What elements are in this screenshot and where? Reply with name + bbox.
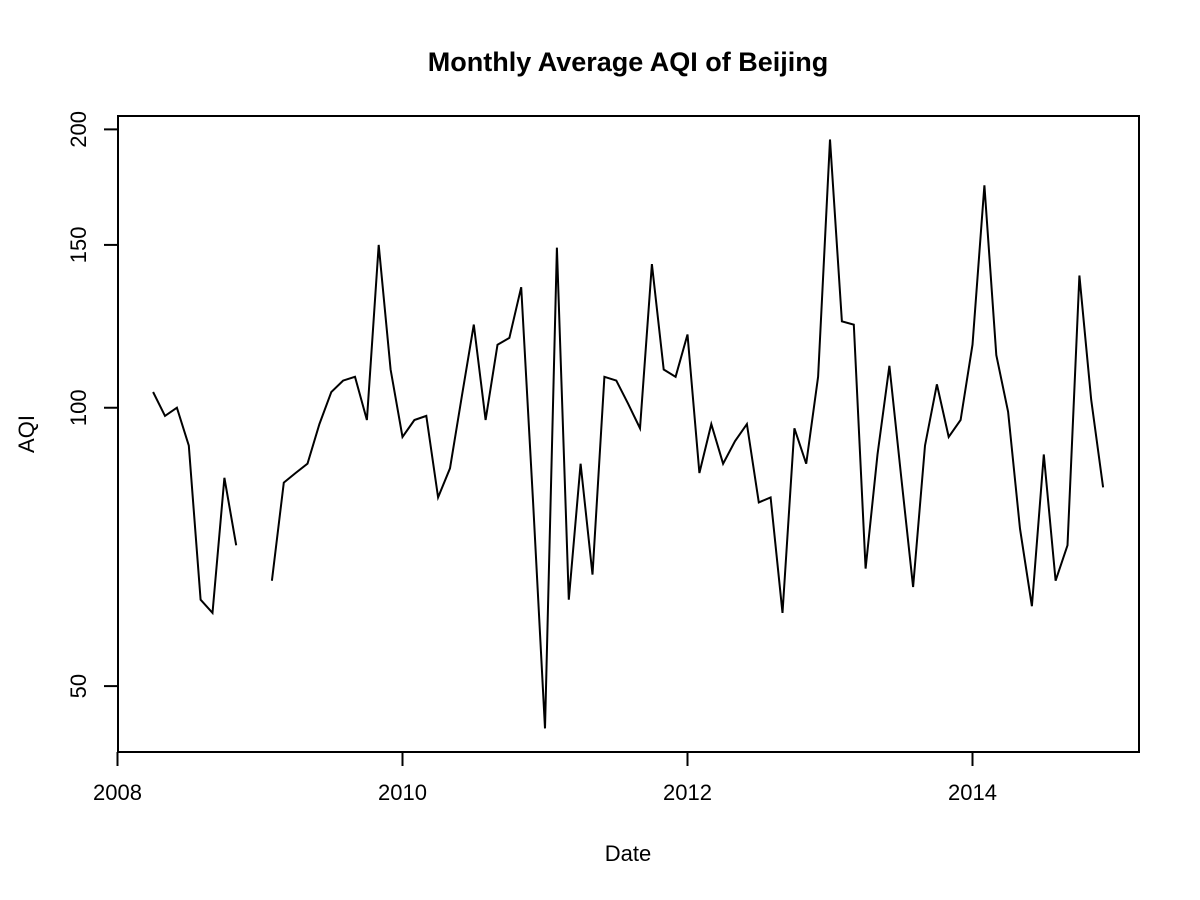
x-tick-label: 2012 (663, 780, 712, 805)
y-axis-title: AQI (14, 415, 39, 453)
plot-area-border (117, 115, 1140, 753)
x-axis-title: Date (605, 841, 651, 866)
y-tick-label: 50 (66, 674, 91, 698)
aqi-series-polyline (152, 391, 238, 616)
y-tick-label: 100 (66, 389, 91, 426)
x-tick-label: 2014 (948, 780, 997, 805)
x-tick-label: 2008 (93, 780, 142, 805)
chart-title: Monthly Average AQI of Beijing (428, 47, 829, 77)
y-tick-label: 150 (66, 227, 91, 264)
y-axis: 50 100 150 200 (66, 111, 118, 698)
x-axis: 2008 2010 2012 2014 (93, 752, 997, 805)
y-tick-label: 200 (66, 111, 91, 148)
aqi-series (152, 139, 1105, 729)
x-tick-label: 2010 (378, 780, 427, 805)
aqi-series-polyline (270, 139, 1105, 729)
